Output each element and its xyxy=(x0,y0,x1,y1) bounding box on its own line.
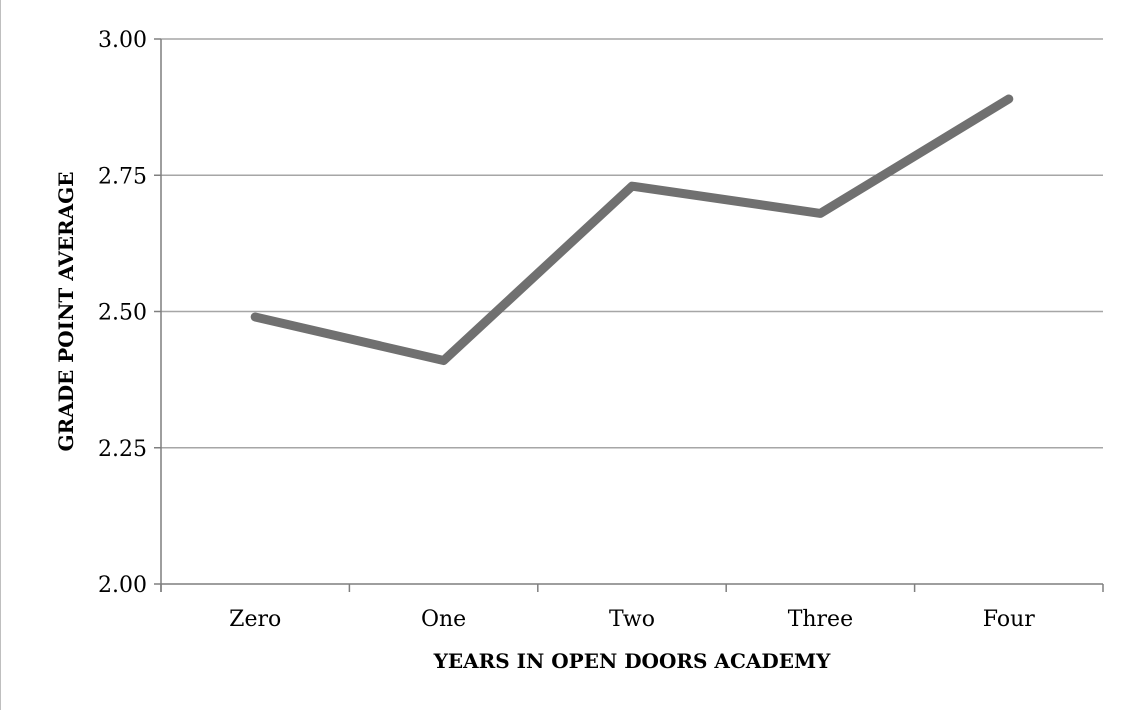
x-tick-label: Four xyxy=(983,607,1035,632)
series-line xyxy=(250,94,1014,366)
y-tick-label: 2.00 xyxy=(98,573,147,598)
x-axis-title: YEARS IN OPEN DOORS ACADEMY xyxy=(433,649,832,673)
x-tick-label: Zero xyxy=(229,607,281,632)
axes xyxy=(154,38,1104,592)
series-layer xyxy=(250,94,1014,366)
x-tick-label: One xyxy=(421,607,466,632)
x-tick-label: Two xyxy=(609,607,655,632)
y-tick-label: 2.25 xyxy=(98,437,147,462)
y-tick-label: 2.75 xyxy=(98,164,147,189)
y-tick-label: 2.50 xyxy=(98,301,147,326)
x-tick-label: Three xyxy=(788,607,853,632)
gridlines xyxy=(161,38,1103,449)
y-axis-title: GRADE POINT AVERAGE xyxy=(54,172,78,452)
tick-labels: 2.00 2.25 2.50 2.75 3.00 Zero One Two Three Four xyxy=(98,28,1035,632)
y-tick-label: 3.00 xyxy=(98,28,147,53)
